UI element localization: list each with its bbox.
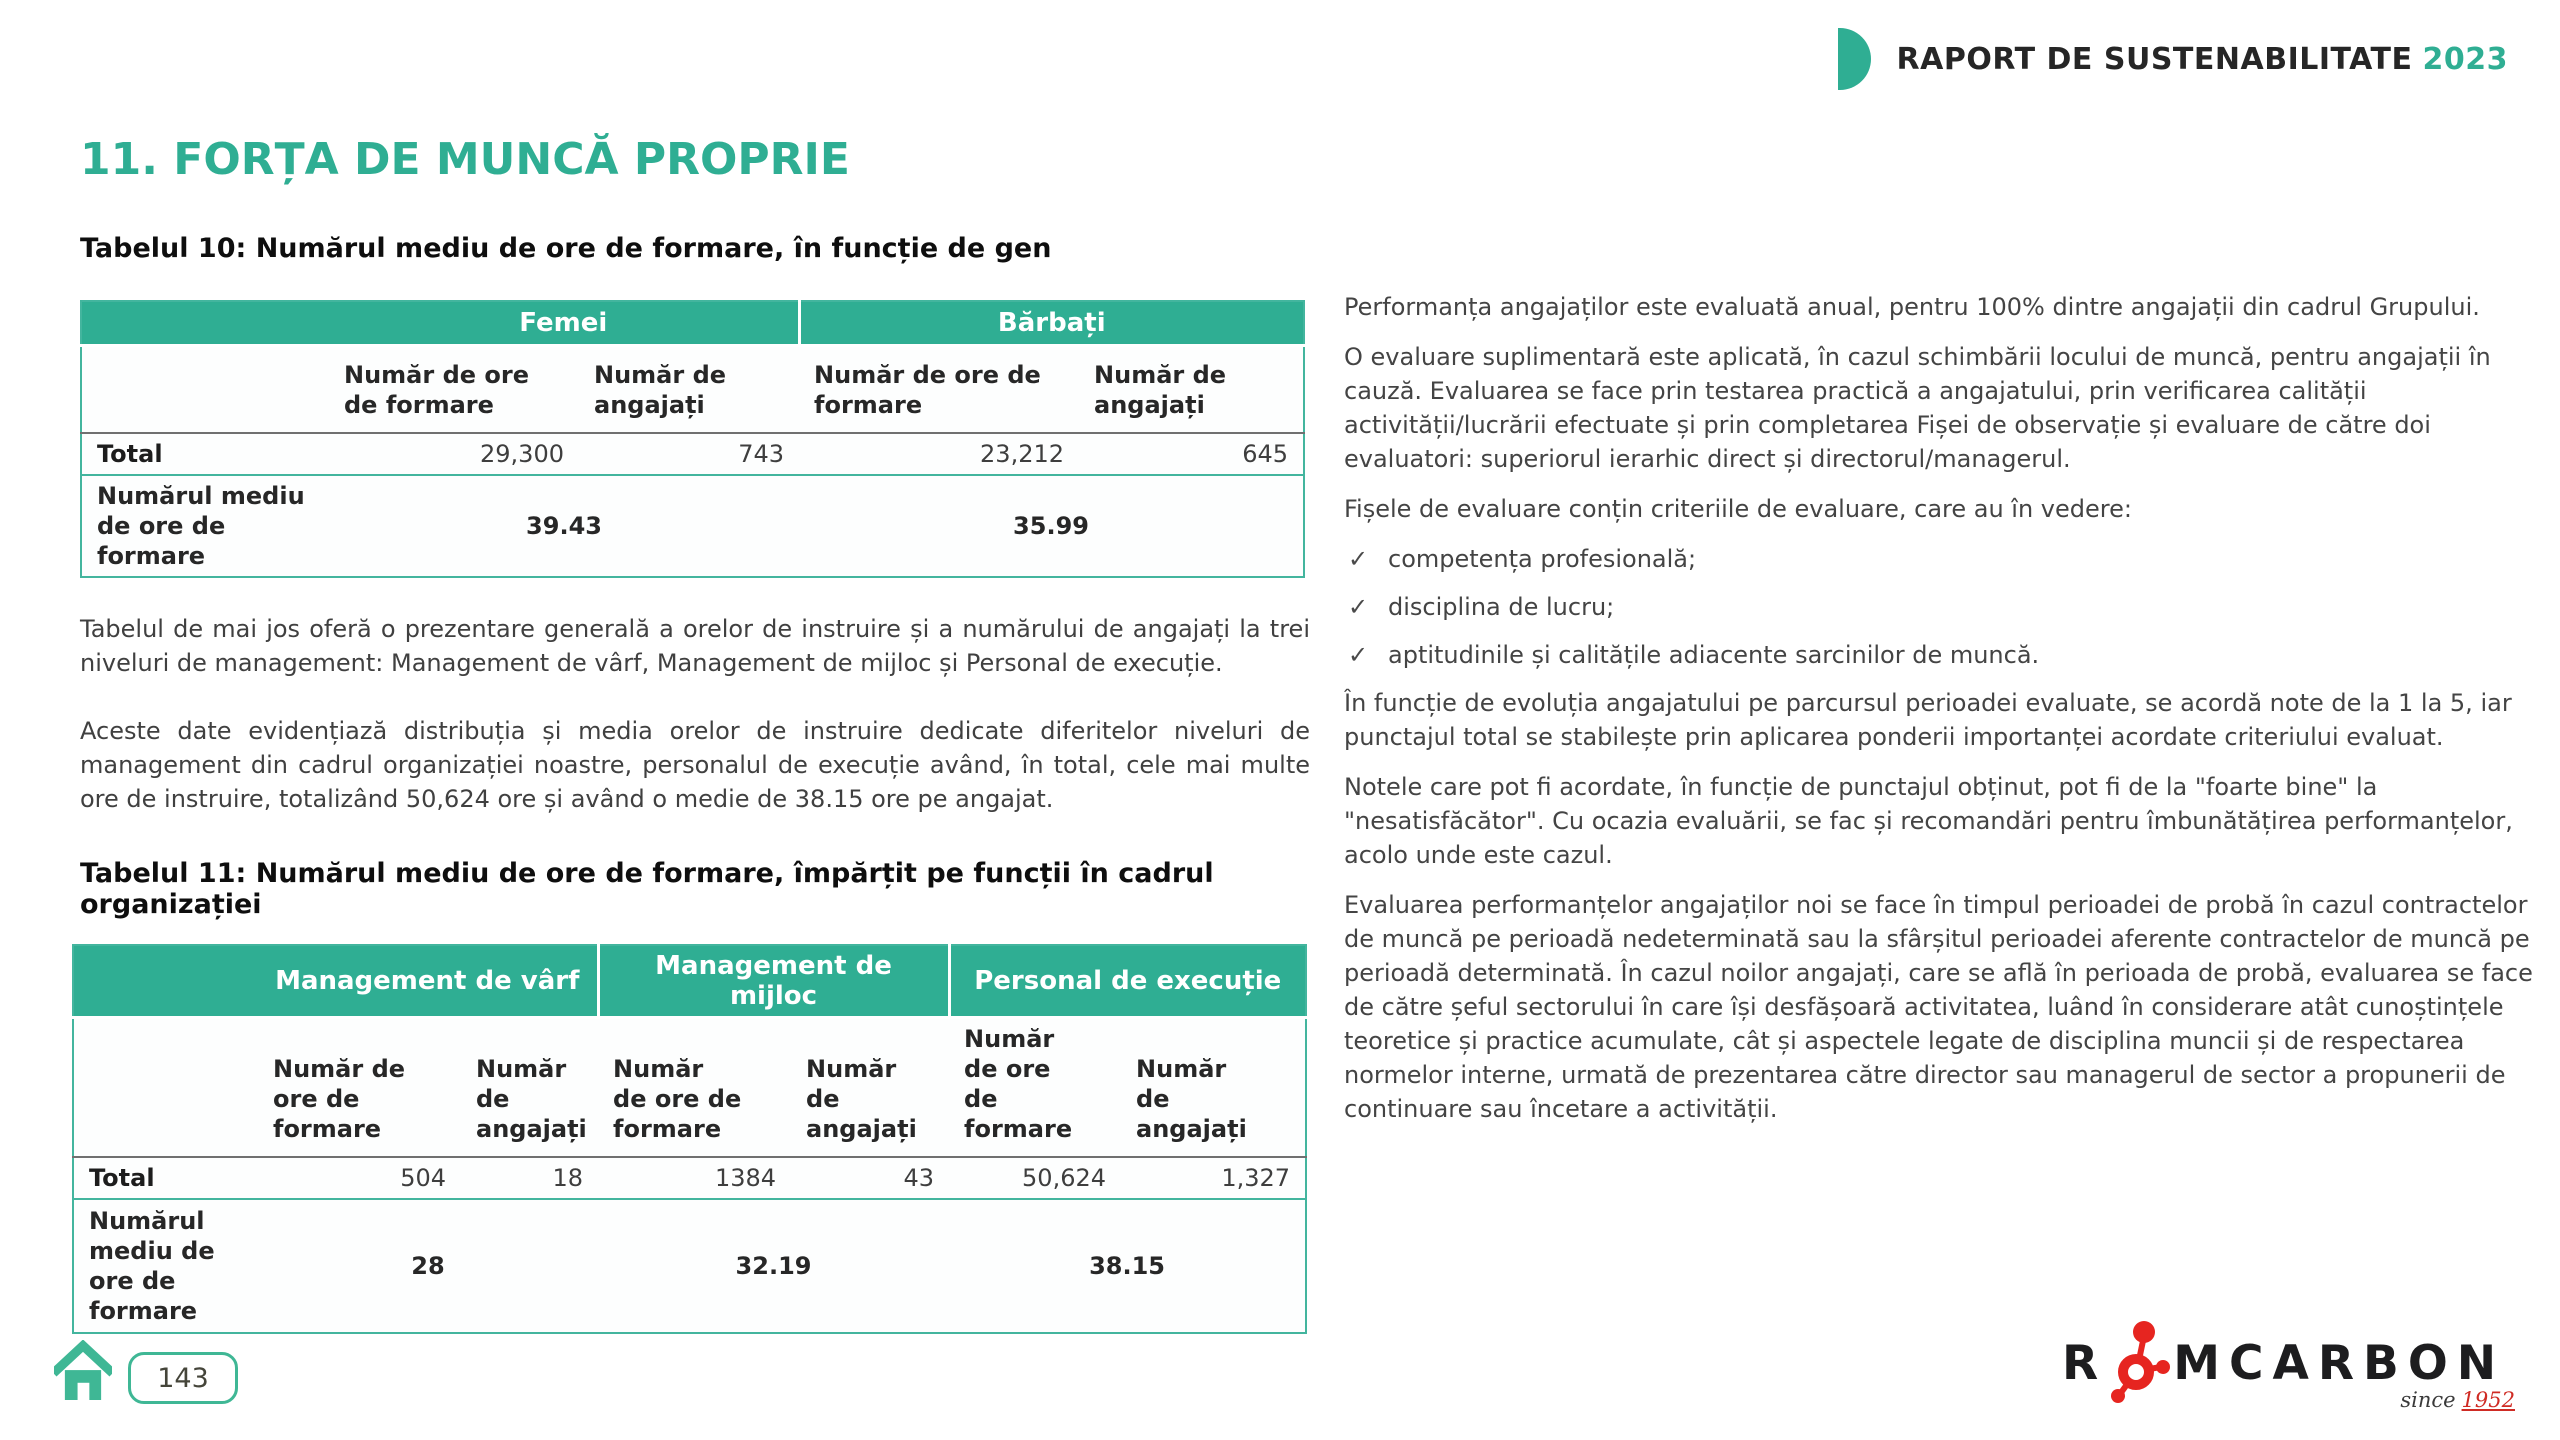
table11-total-value: 43	[791, 1156, 950, 1200]
logo-letter-r: R	[2062, 1336, 2108, 1391]
table11: Management de vârf Management de mijloc …	[72, 944, 1308, 1334]
table10-group-femei: Femei	[329, 301, 800, 347]
table11-caption: Tabelul 11: Numărul mediu de ore de form…	[80, 858, 1214, 920]
table11-total-value: 1,327	[1121, 1156, 1307, 1200]
logo-tagline: since 1952	[2330, 1388, 2515, 1412]
table10-total-value: 29,300	[329, 432, 579, 476]
logo-since-year: 1952	[2461, 1388, 2515, 1412]
table10-average-value: 35.99	[1013, 512, 1089, 540]
table11-total-value: 504	[258, 1156, 461, 1200]
report-title-text: RAPORT DE SUSTENABILITATE	[1896, 41, 2413, 77]
evaluation-criteria-list: ✓ competența profesională; ✓ disciplina de…	[1344, 542, 2538, 672]
list-item: ✓ competența profesională;	[1344, 542, 2538, 576]
table10-total-value: 743	[579, 432, 800, 476]
list-item: ✓ aptitudinile și calitățile adiacente sa…	[1344, 638, 2538, 672]
right-paragraph-3: Fișele de evaluare conțin criteriile de …	[1344, 495, 2132, 523]
table10-total-row: Total 29,300 743 23,212 645	[81, 432, 1305, 476]
table10-corner-cell	[81, 301, 329, 347]
table10-total-label: Total	[81, 432, 329, 476]
left-paragraph-1: Tabelul de mai jos oferă o prezentare ge…	[80, 615, 1310, 677]
table11-group-varf: Management de vârf	[258, 945, 599, 1019]
check-icon: ✓	[1348, 641, 1369, 669]
logo-since-word: since	[2400, 1388, 2456, 1412]
list-item: ✓ disciplina de lucru;	[1344, 590, 2538, 624]
table11-subheader: Număr de ore de formare	[273, 1055, 406, 1143]
table10-total-value: 23,212	[799, 432, 1080, 476]
table10-subheader: Număr de angajați	[594, 361, 727, 419]
main-left-column: 11. FORȚA DE MUNCĂ PROPRIE Tabelul 10: N…	[72, 134, 1310, 1368]
table10-group-barbati: Bărbați	[797, 301, 1305, 347]
table11-total-value: 18	[461, 1156, 599, 1200]
table11-subheader: Număr de ore de formare	[964, 1025, 1073, 1143]
table10-caption: Tabelul 10: Numărul mediu de ore de form…	[80, 233, 1052, 264]
table11-average-value: 32.19	[735, 1252, 812, 1280]
list-item-text: aptitudinile și calitățile adiacente sar…	[1388, 641, 2040, 669]
home-icon	[50, 1339, 116, 1400]
table11-subheader: Număr de angajați	[806, 1055, 917, 1143]
table11-total-value: 50,624	[949, 1156, 1122, 1200]
right-paragraph-5: Notele care pot fi acordate, în funcție …	[1344, 773, 2513, 869]
table11-group-header-row: Management de vârf Management de mijloc …	[73, 945, 1307, 1019]
right-paragraph-1: Performanța angajaților este evaluată an…	[1344, 293, 2480, 321]
table11-average-value: 28	[411, 1252, 445, 1280]
list-item-text: disciplina de lucru;	[1388, 593, 1615, 621]
table11-empty-cell	[73, 1018, 258, 1158]
table11-total-label: Total	[73, 1156, 258, 1200]
table10-average-value: 39.43	[526, 512, 602, 540]
table11-total-row: Total 504 18 1384 43 50,624 1,327	[73, 1156, 1307, 1200]
report-header: RAPORT DE SUSTENABILITATE 2023	[1837, 28, 2508, 90]
table10-group-header-row: Femei Bărbați	[81, 301, 1305, 347]
table10-subheader-row: Număr de ore de formare Număr de angajaț…	[81, 345, 1304, 433]
table11-corner-cell	[73, 945, 258, 1019]
page-number: 143	[157, 1362, 209, 1394]
table10-subheader: Număr de angajați	[1094, 361, 1227, 419]
table10-subheader: Număr de ore de formare	[344, 361, 529, 419]
table11-subheader: Număr de ore de formare	[613, 1055, 742, 1143]
report-title: RAPORT DE SUSTENABILITATE 2023	[1897, 42, 2508, 77]
romcarbon-logo: R MCARBON	[2062, 1318, 2505, 1404]
table11-subheader: Număr de angajați	[1136, 1055, 1247, 1143]
table11-total-value: 1384	[598, 1156, 792, 1200]
table11-group-executie: Personal de execuție	[947, 945, 1307, 1019]
molecule-icon	[2111, 1321, 2171, 1403]
right-paragraph-4: În funcție de evoluția angajatului pe pa…	[1344, 689, 2512, 751]
table11-group-mijloc: Management de mijloc	[596, 945, 950, 1019]
table11-subheader: Număr de angajați	[476, 1055, 587, 1143]
table10-total-value: 645	[1079, 432, 1305, 476]
check-icon: ✓	[1348, 545, 1369, 573]
page-number-badge[interactable]: 143	[128, 1352, 238, 1404]
table11-average-row: Numărul mediu de ore de formare 28 32.19…	[73, 1199, 1306, 1333]
table10: Femei Bărbați Număr de ore de formare Nu…	[80, 300, 1306, 578]
home-button[interactable]	[50, 1339, 116, 1402]
left-paragraph-2: Aceste date evidențiază distribuția și m…	[80, 717, 1310, 813]
table10-average-label: Numărul mediu de ore de formare	[97, 482, 305, 570]
table11-average-label: Numărul mediu de ore de formare	[89, 1207, 215, 1325]
table10-subheader: Număr de ore de formare	[814, 361, 1041, 419]
table10-empty-cell	[81, 345, 329, 433]
half-circle-icon	[1837, 28, 1871, 90]
check-icon: ✓	[1348, 593, 1369, 621]
table11-average-value: 38.15	[1089, 1252, 1165, 1280]
right-paragraph-2: O evaluare suplimentară este aplicată, î…	[1344, 343, 2491, 473]
report-year: 2023	[2422, 41, 2508, 77]
section-title: 11. FORȚA DE MUNCĂ PROPRIE	[80, 134, 850, 185]
list-item-text: competența profesională;	[1388, 545, 1697, 573]
logo-letters-mcarbon: MCARBON	[2173, 1336, 2506, 1391]
table11-subheader-row: Număr de ore de formare Număr de angajaț…	[73, 1018, 1306, 1158]
main-right-column: Performanța angajaților este evaluată an…	[1344, 290, 2538, 1142]
table10-average-row: Numărul mediu de ore de formare 39.43 35…	[81, 475, 1304, 577]
right-paragraph-6: Evaluarea performanțelor angajaților noi…	[1344, 891, 2533, 1123]
